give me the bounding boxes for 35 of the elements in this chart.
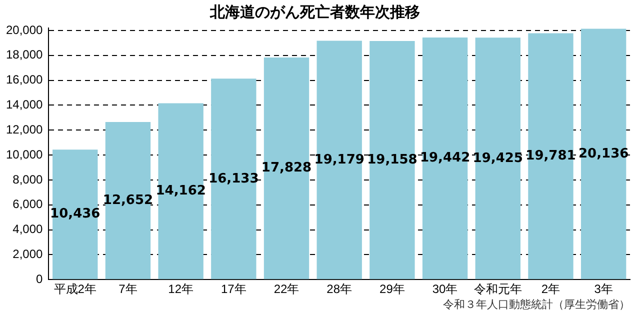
x-tick-label: 7年 bbox=[118, 282, 138, 296]
y-tick-label: 14,000 bbox=[6, 98, 44, 112]
data-label: 16,133 bbox=[208, 171, 259, 186]
data-label: 19,781 bbox=[526, 148, 576, 164]
y-tick-label: 18,000 bbox=[6, 48, 44, 62]
x-tick-label: 22年 bbox=[274, 282, 300, 296]
y-tick-label: 0 bbox=[36, 272, 44, 286]
y-tick-label: 10,000 bbox=[6, 147, 44, 162]
x-tick-label: 3年 bbox=[594, 282, 613, 296]
data-label: 10,436 bbox=[50, 206, 100, 222]
data-label: 19,179 bbox=[314, 152, 364, 168]
x-tick-label: 29年 bbox=[380, 282, 405, 296]
data-label: 20,136 bbox=[578, 146, 629, 162]
x-tick-label: 平成2年 bbox=[54, 282, 96, 296]
data-label: 14,162 bbox=[156, 184, 206, 199]
data-label: 12,652 bbox=[102, 192, 154, 208]
data-label: 19,158 bbox=[367, 152, 418, 168]
y-tick-label: 2,000 bbox=[12, 247, 44, 261]
x-tick-label: 17年 bbox=[220, 282, 246, 296]
y-tick-label: 20,000 bbox=[6, 22, 44, 37]
text: 令和３年人口動態統計（厚生労働省） bbox=[442, 297, 630, 312]
data-label: 17,828 bbox=[261, 160, 312, 176]
x-tick-label: 12年 bbox=[168, 282, 194, 296]
x-tick-label: 令和元年 bbox=[474, 282, 522, 296]
y-tick-label: 16,000 bbox=[6, 72, 44, 87]
x-tick-label: 2年 bbox=[541, 282, 560, 296]
data-label: 19,442 bbox=[420, 150, 470, 166]
y-tick-label: 12,000 bbox=[6, 122, 44, 136]
y-tick-label: 6,000 bbox=[12, 197, 44, 212]
y-tick-label: 4,000 bbox=[12, 222, 44, 236]
x-tick-label: 28年 bbox=[326, 282, 352, 296]
chart-title: 北海道のがん死亡者数年次推移 bbox=[209, 2, 420, 21]
data-label: 19,425 bbox=[472, 150, 523, 166]
y-tick-label: 8,000 bbox=[12, 172, 44, 186]
x-tick-label: 30年 bbox=[432, 282, 458, 296]
